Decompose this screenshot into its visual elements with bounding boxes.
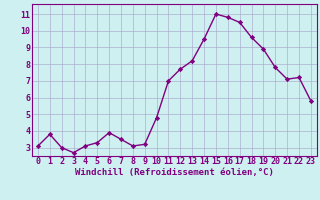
X-axis label: Windchill (Refroidissement éolien,°C): Windchill (Refroidissement éolien,°C) bbox=[75, 168, 274, 177]
